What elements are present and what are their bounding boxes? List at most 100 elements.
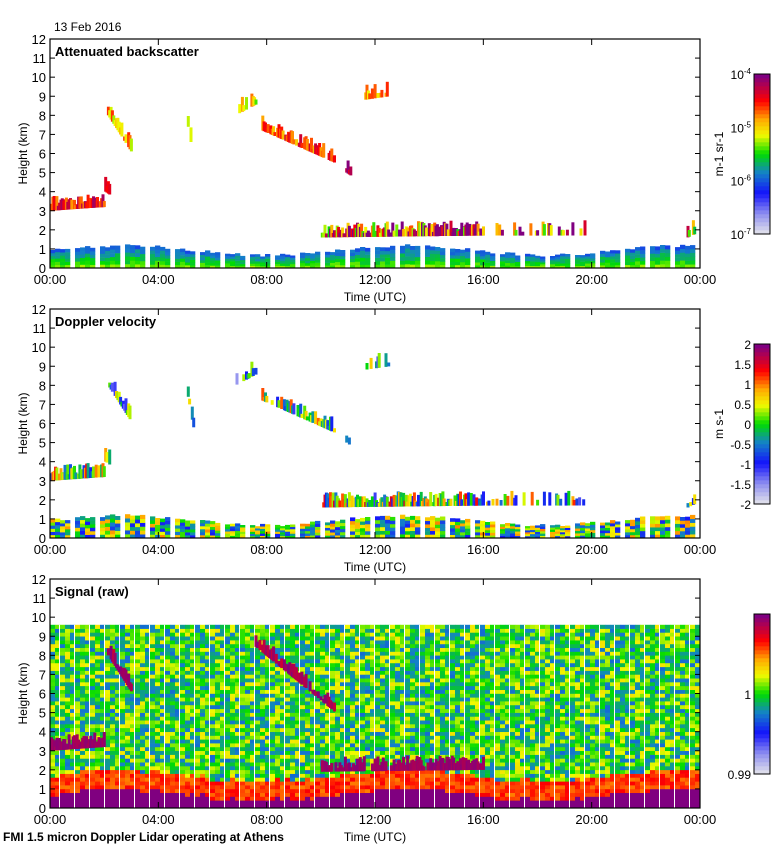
- bl-cell: [165, 517, 171, 521]
- bl-cell: [280, 528, 286, 531]
- signal-cell: [205, 735, 211, 740]
- bl-cell: [450, 258, 456, 262]
- bl-cell: [460, 249, 466, 254]
- bl-cell: [325, 262, 331, 266]
- signal-cell: [195, 632, 201, 637]
- signal-cell: [165, 746, 171, 752]
- signal-cell: [340, 769, 346, 774]
- signal-cell: [175, 750, 181, 755]
- bl-cell: [55, 521, 61, 526]
- signal-cell: [60, 682, 66, 687]
- signal-cell: [80, 701, 86, 706]
- signal-cell: [335, 716, 341, 721]
- bl-cell: [335, 258, 341, 263]
- colorbar-segment: [754, 154, 770, 159]
- bl-cell: [500, 258, 506, 262]
- signal-cell: [355, 678, 361, 683]
- signal-cell: [70, 773, 76, 778]
- bl-cell: [360, 534, 366, 538]
- bl-cell: [280, 258, 286, 262]
- colorbar-tick-label: -0.5: [730, 438, 751, 452]
- signal-cell: [100, 785, 106, 790]
- signal-cell: [270, 689, 276, 694]
- signal-cell: [235, 777, 241, 782]
- cirrus-cell: [295, 139, 299, 146]
- signal-cell: [340, 750, 346, 755]
- bl-cell: [500, 265, 506, 268]
- bl-cell: [605, 257, 611, 261]
- signal-cell: [320, 655, 326, 660]
- signal-cell: [100, 731, 106, 736]
- signal-cell: [270, 773, 276, 778]
- signal-cell: [260, 697, 266, 702]
- signal-cell: [80, 720, 86, 725]
- signal-cell: [335, 701, 341, 706]
- signal-cell: [355, 777, 361, 782]
- signal-cell: [195, 769, 201, 774]
- bl-cell: [600, 525, 606, 529]
- signal-cell: [55, 750, 61, 755]
- signal-cell: [280, 624, 286, 629]
- signal-cell: [230, 766, 236, 771]
- bl-cell: [550, 264, 556, 267]
- bl-cell: [180, 531, 186, 536]
- signal-cell: [235, 685, 241, 691]
- signal-cell: [150, 655, 156, 660]
- signal-cell: [265, 712, 271, 717]
- signal-cell: [285, 727, 291, 733]
- bl-cell: [280, 256, 286, 259]
- bl-cell: [650, 534, 656, 538]
- signal-cell: [150, 663, 156, 668]
- signal-cell: [75, 666, 81, 671]
- bl-cell: [325, 257, 331, 261]
- signal-cell: [255, 659, 261, 664]
- bl-cell: [150, 253, 156, 258]
- bl-cell: [550, 535, 556, 538]
- signal-cell: [190, 624, 196, 629]
- bl-cell: [540, 533, 546, 537]
- signal-cell: [95, 766, 101, 771]
- colorbar-segment: [754, 344, 770, 349]
- signal-cell: [330, 651, 336, 656]
- signal-cell: [205, 655, 211, 660]
- bl-cell: [385, 534, 391, 538]
- signal-cell: [100, 643, 106, 649]
- bl-cell: [160, 264, 166, 268]
- signal-cell: [320, 640, 326, 645]
- signal-cell: [345, 643, 351, 649]
- signal-cell: [300, 659, 306, 664]
- cloud-layer-cell: [429, 492, 433, 507]
- signal-cell: [85, 632, 91, 637]
- signal-cell: [240, 701, 246, 706]
- bl-cell: [640, 520, 646, 524]
- signal-cell: [300, 777, 306, 782]
- signal-cell: [110, 781, 116, 786]
- signal-cell: [320, 701, 326, 706]
- bl-cell: [225, 263, 231, 266]
- bl-cell: [390, 253, 396, 258]
- bl-cell: [680, 244, 686, 249]
- signal-cell: [115, 659, 121, 664]
- bl-cell: [100, 260, 106, 265]
- bl-cell: [335, 524, 341, 528]
- bl-cell: [150, 520, 156, 524]
- signal-cell: [240, 643, 246, 649]
- signal-cell: [210, 766, 216, 771]
- signal-cell: [250, 716, 256, 721]
- signal-cell: [125, 796, 131, 801]
- signal-cell: [55, 708, 61, 713]
- cloud-layer-cell: [402, 492, 406, 507]
- signal-cell: [115, 735, 121, 740]
- signal-cell: [190, 766, 196, 771]
- bl-cell: [140, 526, 146, 531]
- bl-cell: [515, 524, 521, 528]
- signal-cell: [275, 674, 281, 679]
- signal-cell: [150, 773, 156, 778]
- signal-cell: [160, 701, 166, 706]
- signal-cell: [320, 678, 326, 683]
- signal-cell: [170, 651, 176, 656]
- signal-cell: [175, 712, 181, 717]
- signal-cell: [80, 697, 86, 702]
- signal-cell: [75, 701, 81, 706]
- y-tick-label: 12: [32, 302, 46, 317]
